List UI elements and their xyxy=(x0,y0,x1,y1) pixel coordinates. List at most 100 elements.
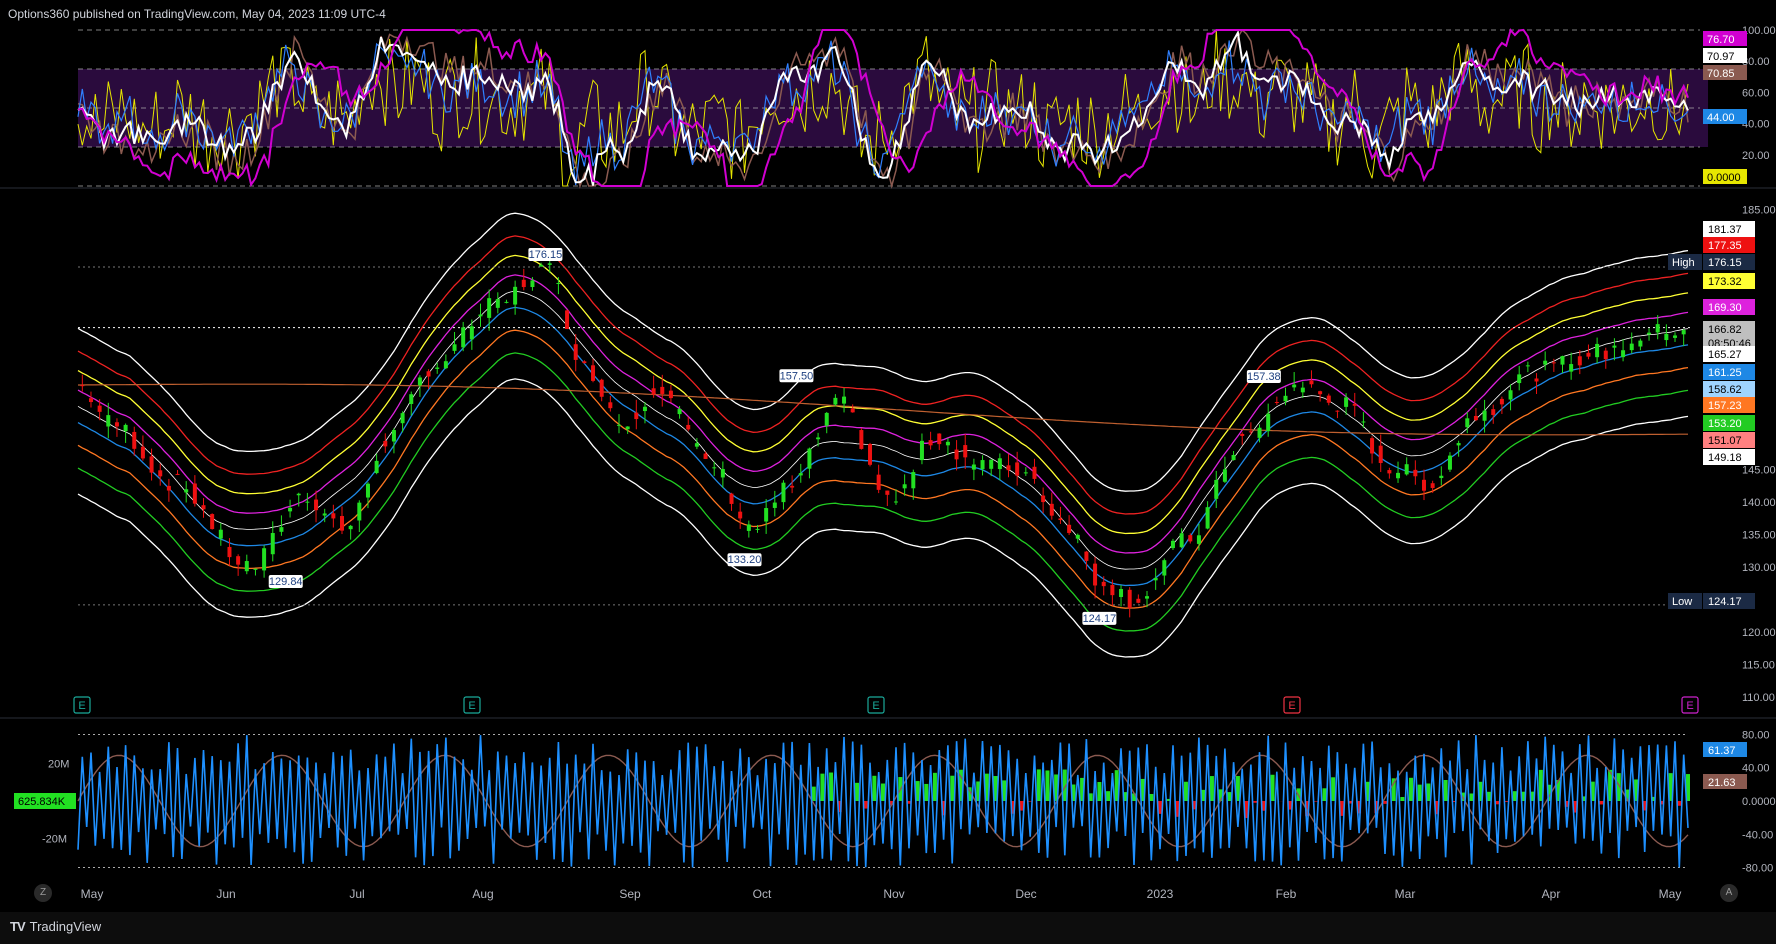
tradingview-logo[interactable]: TV TradingView xyxy=(10,919,101,934)
zoom-reset-button[interactable]: Z xyxy=(34,884,52,902)
price-value-label: 151.07 xyxy=(1708,435,1742,447)
volume-histogram-bar xyxy=(1106,791,1111,801)
candle-body xyxy=(755,528,760,530)
candle-body xyxy=(945,441,950,446)
volume-histogram-bar xyxy=(811,786,816,801)
candle-body xyxy=(80,385,85,387)
candle-body xyxy=(1335,410,1340,412)
time-axis-label: Sep xyxy=(619,887,641,901)
candle-body xyxy=(1119,589,1124,598)
candle-body xyxy=(1188,535,1193,542)
candle-body xyxy=(876,474,881,490)
candle-body xyxy=(1084,551,1089,561)
volume-histogram-bar xyxy=(1201,789,1206,801)
candle-body xyxy=(469,326,474,340)
price-extreme-tag xyxy=(1668,254,1702,270)
volume-series-label: 61.37 xyxy=(1708,745,1736,757)
candle-body xyxy=(1231,454,1236,461)
candle-body xyxy=(1673,335,1678,338)
candle-body xyxy=(980,460,985,470)
candle-body xyxy=(253,568,258,570)
time-axis-label: Apr xyxy=(1542,887,1561,901)
volume-histogram-bar xyxy=(889,801,894,806)
candle-body xyxy=(296,493,301,496)
candle-body xyxy=(452,344,457,351)
candle-body xyxy=(140,446,145,459)
volume-histogram-bar xyxy=(1357,801,1362,814)
candle-body xyxy=(97,405,102,412)
volume-histogram-bar xyxy=(1642,801,1647,811)
envelope-band-line xyxy=(77,306,1689,587)
candle-body xyxy=(582,361,587,364)
candle-body xyxy=(1309,380,1314,385)
candle-body xyxy=(686,424,691,430)
volume-histogram-bar xyxy=(1270,774,1275,801)
volume-histogram-bar xyxy=(1002,780,1007,801)
candle-body xyxy=(1318,391,1323,395)
candle-body xyxy=(521,279,526,288)
candle-body xyxy=(816,437,821,440)
candle-body xyxy=(1534,378,1539,382)
candle-body xyxy=(790,485,795,488)
candle-body xyxy=(357,502,362,521)
auto-scale-button[interactable]: A xyxy=(1720,884,1738,902)
candle-body xyxy=(417,377,422,386)
envelope-band-line xyxy=(77,254,1689,535)
volume-histogram-bar xyxy=(941,801,946,816)
price-extreme-tag xyxy=(1668,593,1702,609)
volume-histogram-bar xyxy=(1478,781,1483,801)
candle-body xyxy=(374,460,379,474)
candle-body xyxy=(1681,330,1686,335)
volume-histogram-bar xyxy=(1651,796,1656,801)
volume-histogram-bar xyxy=(1530,791,1535,801)
volume-histogram-bar xyxy=(1512,791,1517,801)
volume-histogram-bar xyxy=(950,775,955,801)
price-axis-tick: 130.00 xyxy=(1742,562,1776,574)
candle-body xyxy=(1465,418,1470,428)
volume-histogram-bar xyxy=(1538,769,1543,801)
candle-body xyxy=(1413,469,1418,477)
volume-histogram-bar xyxy=(1028,801,1033,802)
volume-histogram-bar xyxy=(1625,789,1630,801)
extreme-price-label: 129.84 xyxy=(269,576,303,588)
candle-body xyxy=(1032,466,1037,479)
candle-body xyxy=(616,424,621,426)
volume-histogram-bar xyxy=(958,769,963,801)
candle-body xyxy=(642,406,647,412)
price-value-tag xyxy=(1703,364,1755,380)
time-axis-label: May xyxy=(81,887,104,901)
extreme-price-tag xyxy=(1082,611,1117,625)
chart-canvas[interactable]: 100.00 80.00 60.00 40.00 20.00 76.70 70.97 70.8… xyxy=(0,0,1776,912)
candle-body xyxy=(314,499,319,511)
price-value-label: 176.15 xyxy=(1708,257,1742,269)
volume-histogram-bar xyxy=(1383,801,1388,804)
candle-body xyxy=(158,470,163,477)
candle-body xyxy=(1075,534,1080,539)
candle-body xyxy=(1439,475,1444,479)
candle-body xyxy=(1179,533,1184,548)
volume-histogram-bar xyxy=(1132,793,1137,801)
candle-body xyxy=(443,361,448,369)
price-value-label: 153.20 xyxy=(1708,418,1742,430)
candle-body xyxy=(1214,479,1219,499)
candle-body xyxy=(1162,560,1167,576)
candle-body xyxy=(928,440,933,446)
stochastic-line xyxy=(77,29,1689,187)
candle-body xyxy=(201,505,206,510)
volume-axis-tick: -40.00 xyxy=(1742,829,1773,841)
price-extreme-tag-label: High xyxy=(1672,257,1695,269)
volume-histogram-bar xyxy=(1253,801,1258,803)
volume-histogram-bar xyxy=(1547,784,1552,801)
candle-body xyxy=(1378,445,1383,464)
price-axis-tick: 115.00 xyxy=(1742,660,1775,672)
candle-body xyxy=(833,397,838,405)
candle-body xyxy=(807,448,812,469)
time-axis-label: Feb xyxy=(1276,887,1297,901)
volume-histogram-bar xyxy=(1400,796,1405,801)
volume-histogram-bar xyxy=(1417,784,1422,801)
volume-histogram-bar xyxy=(1409,777,1414,801)
candle-body xyxy=(1595,343,1600,358)
candle-body xyxy=(1638,340,1643,347)
candle-body xyxy=(634,412,639,420)
candle-body xyxy=(902,484,907,489)
